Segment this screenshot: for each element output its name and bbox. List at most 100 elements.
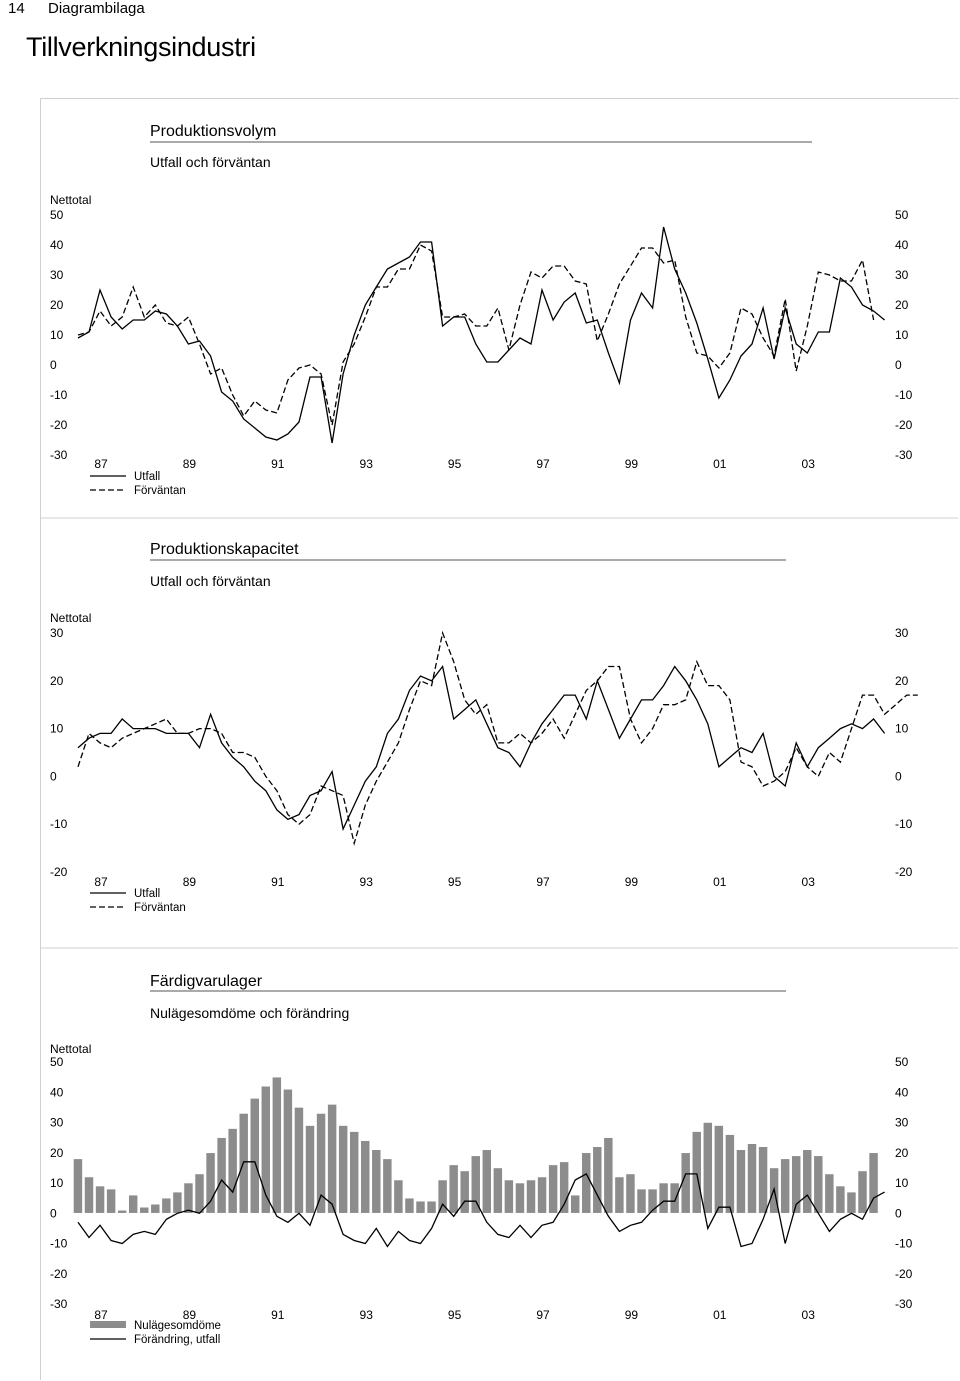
bar-mark xyxy=(603,1137,614,1214)
series-line-2 xyxy=(77,1161,885,1248)
bar-mark xyxy=(747,1143,757,1214)
x-tick-label: 99 xyxy=(625,1308,639,1322)
bar-mark xyxy=(360,1140,371,1214)
bar-mark xyxy=(813,1155,824,1214)
y-tick-label-left: -20 xyxy=(50,418,68,432)
bar-mark xyxy=(106,1188,116,1214)
y-axis-label: Nettotal xyxy=(50,193,91,207)
bar-mark xyxy=(625,1173,636,1214)
bar-mark xyxy=(493,1167,503,1214)
legend-label: Förväntan xyxy=(134,485,186,497)
y-tick-label-left: 30 xyxy=(50,1116,64,1130)
x-tick-label: 97 xyxy=(536,875,550,889)
y-tick-label-right: -20 xyxy=(895,1267,913,1281)
y-tick-label-right: 30 xyxy=(895,268,909,282)
legend-label: Nulägesomdöme xyxy=(134,1320,221,1332)
y-tick-label-left: -10 xyxy=(50,1237,68,1251)
bar-mark xyxy=(249,1098,260,1214)
y-tick-label-left: 10 xyxy=(50,328,64,342)
y-tick-label-left: -30 xyxy=(50,448,68,462)
y-tick-label-left: 50 xyxy=(50,1055,64,1069)
bar-mark xyxy=(680,1152,691,1214)
bar-mark xyxy=(260,1085,271,1214)
bar-mark xyxy=(327,1104,337,1214)
y-tick-label-right: -20 xyxy=(895,865,913,879)
y-tick-label-right: 40 xyxy=(895,1085,909,1099)
x-tick-label: 99 xyxy=(625,457,639,471)
y-tick-label-right: 10 xyxy=(895,328,909,342)
y-tick-label-right: 50 xyxy=(895,1055,909,1069)
bar-mark xyxy=(846,1191,857,1214)
x-tick-label: 01 xyxy=(713,875,727,889)
bar-mark xyxy=(316,1113,326,1214)
y-tick-label-right: -10 xyxy=(895,388,913,402)
y-tick-label-left: 40 xyxy=(50,1085,64,1099)
y-tick-label-right: 0 xyxy=(895,769,902,783)
x-tick-label: 91 xyxy=(271,875,285,889)
bar-mark xyxy=(437,1179,448,1214)
y-tick-label-left: 20 xyxy=(50,1146,64,1160)
y-tick-label-right: -10 xyxy=(895,817,913,831)
bar-mark xyxy=(614,1176,625,1214)
bar-mark xyxy=(470,1155,481,1214)
x-tick-label: 01 xyxy=(713,457,727,471)
y-tick-label-right: 40 xyxy=(895,238,909,252)
x-tick-label: 93 xyxy=(360,457,374,471)
y-tick-label-left: 0 xyxy=(50,1206,57,1220)
bar-mark xyxy=(139,1206,150,1214)
y-tick-label-left: 40 xyxy=(50,238,64,252)
bar-mark xyxy=(338,1125,348,1214)
legend-label: Utfall xyxy=(134,471,160,483)
bar-mark xyxy=(658,1182,669,1214)
y-tick-label-right: 30 xyxy=(895,1116,909,1130)
y-tick-label-left: -20 xyxy=(50,865,68,879)
bar-mark xyxy=(868,1152,879,1214)
bar-mark xyxy=(857,1170,868,1214)
x-tick-label: 87 xyxy=(94,457,108,471)
legend-label: Förväntan xyxy=(134,902,186,914)
series-line-1 xyxy=(77,664,886,832)
bar-mark xyxy=(426,1200,437,1214)
bar-mark xyxy=(272,1076,282,1214)
bar-mark xyxy=(283,1088,293,1214)
legend-label: Förändring, utfall xyxy=(134,1334,220,1346)
x-tick-label: 89 xyxy=(183,457,197,471)
y-tick-label-left: -30 xyxy=(50,1297,68,1311)
y-tick-label-right: -30 xyxy=(895,448,913,462)
bar-mark xyxy=(172,1191,183,1214)
bar-mark xyxy=(758,1146,768,1214)
x-tick-label: 97 xyxy=(536,457,550,471)
bar-mark xyxy=(570,1194,581,1214)
y-tick-label-left: 20 xyxy=(50,674,64,688)
y-axis-label: Nettotal xyxy=(50,1042,91,1056)
page-header: 14 Diagrambilaga xyxy=(0,0,960,20)
x-tick-label: 87 xyxy=(94,875,108,889)
bar-mark xyxy=(581,1152,592,1214)
bar-mark xyxy=(636,1188,647,1214)
y-tick-label-right: -30 xyxy=(895,1297,913,1311)
bar-mark xyxy=(504,1179,514,1214)
y-tick-label-left: 20 xyxy=(50,298,64,312)
y-tick-label-left: 10 xyxy=(50,1176,64,1190)
bar-mark xyxy=(194,1173,205,1214)
page-number: 14 xyxy=(8,0,25,17)
bar-mark xyxy=(824,1173,835,1214)
bar-mark xyxy=(725,1134,735,1214)
bar-mark xyxy=(802,1149,813,1214)
legend-label: Utfall xyxy=(134,888,160,900)
x-tick-label: 89 xyxy=(183,1308,197,1322)
x-tick-label: 93 xyxy=(360,875,374,889)
bar-mark xyxy=(128,1194,139,1214)
bar-mark xyxy=(294,1107,304,1214)
bar-mark xyxy=(481,1149,492,1214)
x-tick-label: 91 xyxy=(271,1308,285,1322)
bar-mark xyxy=(647,1188,658,1214)
x-tick-label: 95 xyxy=(448,875,462,889)
y-tick-label-left: -10 xyxy=(50,817,68,831)
bar-mark xyxy=(305,1125,315,1214)
legend-swatch xyxy=(90,1321,126,1328)
bar-mark xyxy=(349,1131,360,1214)
bar-mark xyxy=(559,1161,569,1214)
bar-mark xyxy=(526,1179,536,1214)
y-tick-label-right: 20 xyxy=(895,674,909,688)
